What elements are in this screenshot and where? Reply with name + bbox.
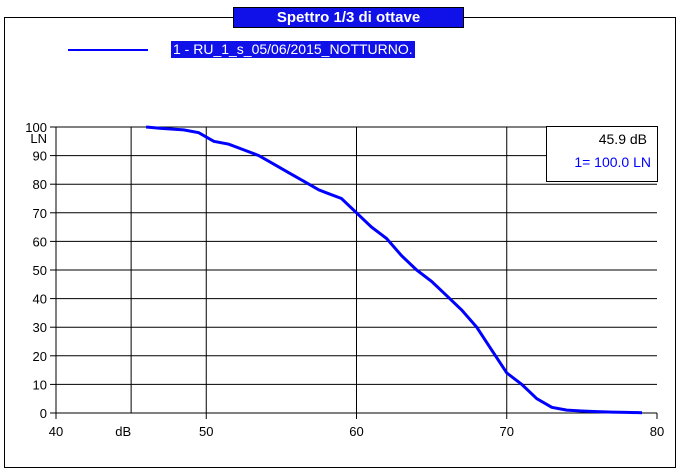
x-tick-label: 80: [650, 424, 664, 439]
info-box: 45.9 dB 1= 100.0 LN: [546, 126, 658, 182]
y-tick-label: 10: [33, 377, 47, 392]
chart-title: Spettro 1/3 di ottave: [233, 7, 464, 28]
legend-line-swatch: [68, 49, 148, 51]
y-tick-label: 50: [33, 263, 47, 278]
x-tick-label: 40: [49, 424, 63, 439]
y-tick-label: 90: [33, 149, 47, 164]
y-tick-label: 60: [33, 234, 47, 249]
y-tick-label: 30: [33, 320, 47, 335]
series-line: [145, 125, 643, 415]
tick-labels: 0 10 20 30 40 50 60 70 80 90 100 40 50 60 70 80: [25, 120, 664, 439]
y-axis-label: LN: [30, 131, 47, 146]
info-ln-value: 1= 100.0 LN: [574, 154, 651, 170]
y-tick-label: 0: [40, 406, 47, 421]
y-tick-label: 40: [33, 292, 47, 307]
y-tick-label: 80: [33, 177, 47, 192]
x-tick-label: 50: [199, 424, 213, 439]
info-level-value: 45.9 dB: [598, 131, 647, 147]
axes: [50, 126, 658, 419]
y-tick-label: 70: [33, 206, 47, 221]
x-tick-label: 70: [500, 424, 514, 439]
x-axis-label: dB: [115, 424, 131, 439]
y-tick-label: 20: [33, 349, 47, 364]
y-tick-label: 100: [25, 120, 47, 135]
x-tick-label: 60: [349, 424, 363, 439]
legend-series-label: 1 - RU_1_s_05/06/2015_NOTTURNO.: [171, 41, 415, 58]
